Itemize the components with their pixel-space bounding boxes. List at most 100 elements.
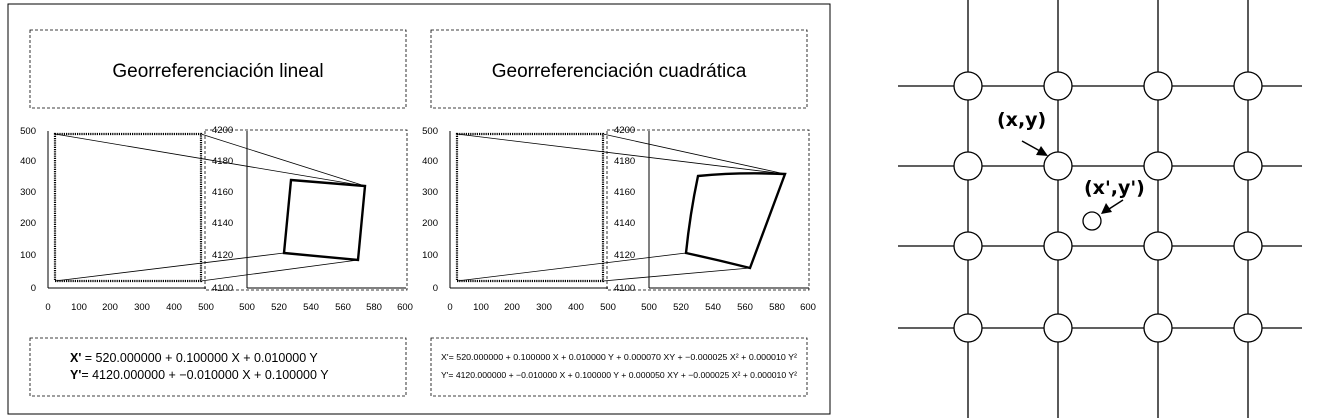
grid-node bbox=[953, 71, 983, 101]
linear-title-box bbox=[29, 29, 407, 109]
tick-label: 500 bbox=[239, 302, 255, 313]
tick-label: 580 bbox=[769, 302, 785, 313]
grid-node bbox=[1143, 313, 1173, 343]
grid-node bbox=[953, 313, 983, 343]
tick-label: 4120 bbox=[614, 250, 635, 261]
source-square bbox=[53, 132, 203, 283]
linear-target-y-ticks: 4200 4180 4160 4140 4120 4100 bbox=[212, 125, 233, 294]
grid-node bbox=[1233, 151, 1263, 181]
tick-label: 4100 bbox=[212, 283, 233, 294]
tick-label: 400 bbox=[422, 156, 438, 167]
transformed-square-linear bbox=[282, 178, 367, 262]
tick-label: 560 bbox=[335, 302, 351, 313]
linear-plot-frame bbox=[204, 129, 408, 291]
tick-label: 4180 bbox=[212, 156, 233, 167]
arrow-to-node bbox=[1021, 140, 1048, 156]
displaced-point bbox=[1082, 211, 1102, 231]
tick-label: 100 bbox=[473, 302, 489, 313]
tick-label: 500 bbox=[20, 126, 36, 137]
tick-label: 4120 bbox=[212, 250, 233, 261]
grid-node bbox=[1143, 71, 1173, 101]
tick-label: 520 bbox=[673, 302, 689, 313]
equation-lhs: Y' bbox=[70, 368, 81, 382]
source-square bbox=[455, 132, 605, 283]
quadratic-equation-line2: Y'= 4120.000000 + −0.010000 X + 0.100000… bbox=[441, 370, 797, 380]
quadratic-equation-box bbox=[430, 337, 808, 397]
quadratic-title: Georreferenciación cuadrática bbox=[492, 61, 747, 82]
tick-label: 560 bbox=[737, 302, 753, 313]
tick-label: 4200 bbox=[614, 125, 635, 136]
linear-equation-line2: Y'= 4120.000000 + −0.010000 X + 0.100000… bbox=[70, 368, 329, 382]
label-xy: (x,y) bbox=[997, 109, 1046, 131]
right-panel-grid: (x,y) (x',y') bbox=[898, 0, 1302, 418]
equation-rhs: = 4120.000000 + −0.010000 X + 0.100000 Y bbox=[81, 368, 329, 382]
left-panel-frame bbox=[7, 3, 831, 415]
grid-node-highlighted bbox=[1043, 151, 1073, 181]
tick-label: 4140 bbox=[212, 218, 233, 229]
quadratic-target-y-ticks: 4200 4180 4160 4140 4120 4100 bbox=[614, 125, 635, 294]
grid-node bbox=[953, 151, 983, 181]
quadratic-mapping-lines bbox=[456, 133, 786, 282]
linear-mapping-lines bbox=[54, 133, 366, 282]
tick-label: 200 bbox=[504, 302, 520, 313]
tick-label: 4160 bbox=[614, 187, 635, 198]
quadratic-source-y-ticks: 500 400 300 200 100 0 bbox=[422, 126, 438, 294]
tick-label: 300 bbox=[536, 302, 552, 313]
grid-node bbox=[1143, 231, 1173, 261]
grid-node bbox=[1233, 313, 1263, 343]
tick-label: 300 bbox=[422, 187, 438, 198]
linear-equation-line1: X' = 520.000000 + 0.100000 X + 0.010000 … bbox=[70, 351, 318, 365]
tick-label: 4180 bbox=[614, 156, 635, 167]
transformed-square-quadratic bbox=[684, 172, 787, 270]
quadratic-plot-frame bbox=[606, 129, 810, 291]
tick-label: 100 bbox=[71, 302, 87, 313]
tick-label: 580 bbox=[366, 302, 382, 313]
grid-nodes bbox=[953, 71, 1263, 343]
tick-label: 600 bbox=[800, 302, 816, 313]
tick-label: 500 bbox=[600, 302, 616, 313]
tick-label: 600 bbox=[397, 302, 413, 313]
equation-lhs: X' bbox=[70, 351, 81, 365]
tick-label: 520 bbox=[271, 302, 287, 313]
grid-lines bbox=[898, 0, 1302, 418]
tick-label: 100 bbox=[20, 250, 36, 261]
tick-label: 200 bbox=[102, 302, 118, 313]
tick-label: 0 bbox=[45, 302, 50, 313]
tick-label: 300 bbox=[134, 302, 150, 313]
grid-node bbox=[1143, 151, 1173, 181]
grid-node bbox=[1043, 231, 1073, 261]
tick-label: 400 bbox=[20, 156, 36, 167]
linear-title: Georreferenciación lineal bbox=[112, 61, 323, 82]
grid-node bbox=[1043, 71, 1073, 101]
quadratic-source-x-ticks: 0 100 200 300 400 500 bbox=[447, 302, 616, 313]
tick-label: 4160 bbox=[212, 187, 233, 198]
grid-node bbox=[1043, 313, 1073, 343]
tick-label: 200 bbox=[422, 218, 438, 229]
tick-label: 540 bbox=[303, 302, 319, 313]
tick-label: 200 bbox=[20, 218, 36, 229]
tick-label: 500 bbox=[422, 126, 438, 137]
arrow-to-displaced-point bbox=[1101, 199, 1124, 214]
equation-rhs: = 520.000000 + 0.100000 X + 0.010000 Y bbox=[81, 351, 318, 365]
linear-source-y-ticks: 500 400 300 200 100 0 bbox=[20, 126, 36, 294]
tick-label: 500 bbox=[198, 302, 214, 313]
quadratic-title-box bbox=[430, 29, 808, 109]
linear-target-x-ticks: 500 520 540 560 580 600 bbox=[239, 302, 413, 313]
label-xy-prime: (x',y') bbox=[1084, 177, 1145, 199]
linear-equation-box bbox=[29, 337, 407, 397]
tick-label: 4200 bbox=[212, 125, 233, 136]
tick-label: 400 bbox=[166, 302, 182, 313]
linear-source-plot bbox=[47, 131, 206, 289]
quadratic-target-plot bbox=[648, 131, 809, 289]
tick-label: 4100 bbox=[614, 283, 635, 294]
quadratic-equation-line1: X'= 520.000000 + 0.100000 X + 0.010000 Y… bbox=[441, 352, 797, 362]
grid-node bbox=[953, 231, 983, 261]
tick-label: 0 bbox=[433, 283, 438, 294]
tick-label: 0 bbox=[447, 302, 452, 313]
quadratic-source-plot bbox=[449, 131, 608, 289]
linear-source-x-ticks: 0 100 200 300 400 500 bbox=[45, 302, 214, 313]
tick-label: 540 bbox=[705, 302, 721, 313]
tick-label: 0 bbox=[31, 283, 36, 294]
tick-label: 4140 bbox=[614, 218, 635, 229]
